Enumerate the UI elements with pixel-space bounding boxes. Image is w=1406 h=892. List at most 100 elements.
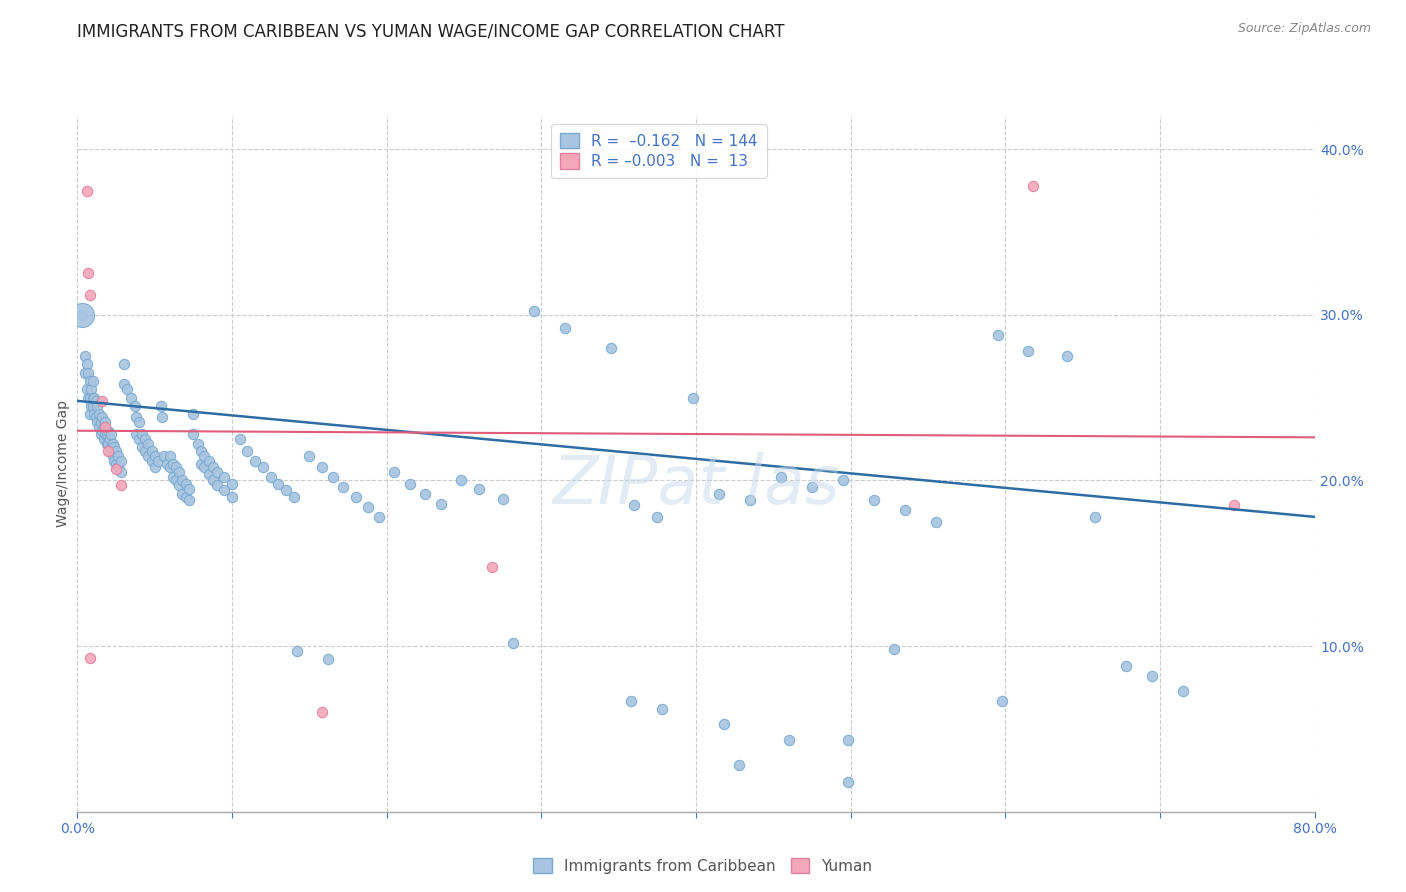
- Point: [77, 266, 100, 280]
- Point: [183, 407, 205, 421]
- Point: [837, 733, 859, 747]
- Point: [143, 449, 166, 463]
- Point: [124, 399, 146, 413]
- Point: [1115, 659, 1137, 673]
- Point: [77, 391, 100, 405]
- Point: [96, 437, 118, 451]
- Point: [105, 443, 128, 458]
- Point: [153, 449, 176, 463]
- Point: [1084, 509, 1107, 524]
- Point: [83, 407, 105, 421]
- Point: [183, 427, 205, 442]
- Point: [86, 399, 108, 413]
- Point: [162, 470, 184, 484]
- Point: [131, 427, 153, 442]
- Point: [713, 717, 735, 731]
- Point: [285, 644, 308, 658]
- Point: [159, 449, 181, 463]
- Point: [187, 437, 209, 451]
- Point: [399, 476, 422, 491]
- Point: [82, 391, 104, 405]
- Point: [100, 427, 122, 442]
- Point: [103, 453, 125, 467]
- Point: [430, 497, 453, 511]
- Point: [82, 399, 104, 413]
- Point: [169, 478, 191, 492]
- Point: [252, 460, 274, 475]
- Point: [554, 321, 576, 335]
- Point: [100, 440, 122, 454]
- Point: [90, 416, 112, 430]
- Point: [468, 482, 491, 496]
- Point: [682, 391, 704, 405]
- Point: [245, 453, 267, 467]
- Point: [174, 476, 197, 491]
- Point: [384, 465, 406, 479]
- Point: [143, 460, 166, 475]
- Point: [141, 443, 163, 458]
- Point: [229, 432, 252, 446]
- Point: [90, 427, 112, 442]
- Point: [925, 515, 948, 529]
- Point: [134, 432, 156, 446]
- Legend: Immigrants from Caribbean, Yuman: Immigrants from Caribbean, Yuman: [527, 852, 879, 880]
- Point: [651, 702, 673, 716]
- Point: [84, 410, 107, 425]
- Point: [193, 449, 215, 463]
- Point: [894, 503, 917, 517]
- Point: [205, 465, 228, 479]
- Point: [883, 642, 905, 657]
- Point: [112, 358, 135, 372]
- Point: [177, 493, 200, 508]
- Point: [174, 490, 197, 504]
- Point: [112, 377, 135, 392]
- Point: [79, 391, 101, 405]
- Point: [214, 470, 236, 484]
- Point: [311, 706, 333, 720]
- Point: [450, 474, 472, 488]
- Point: [165, 474, 187, 488]
- Point: [91, 393, 114, 408]
- Point: [778, 733, 800, 747]
- Point: [138, 437, 160, 451]
- Point: [141, 453, 163, 467]
- Point: [98, 443, 121, 458]
- Point: [193, 460, 215, 475]
- Point: [837, 775, 859, 789]
- Point: [107, 449, 129, 463]
- Point: [332, 480, 354, 494]
- Point: [502, 636, 524, 650]
- Point: [190, 457, 212, 471]
- Point: [298, 449, 321, 463]
- Text: IMMIGRANTS FROM CARIBBEAN VS YUMAN WAGE/INCOME GAP CORRELATION CHART: IMMIGRANTS FROM CARIBBEAN VS YUMAN WAGE/…: [77, 22, 785, 40]
- Point: [177, 482, 200, 496]
- Point: [131, 440, 153, 454]
- Point: [267, 476, 290, 491]
- Point: [221, 476, 243, 491]
- Point: [94, 416, 117, 430]
- Y-axis label: Wage/Income Gap: Wage/Income Gap: [56, 401, 70, 527]
- Point: [84, 393, 107, 408]
- Text: ZIPat las: ZIPat las: [553, 451, 839, 517]
- Point: [159, 460, 181, 475]
- Point: [1173, 683, 1195, 698]
- Point: [101, 437, 124, 451]
- Point: [322, 470, 344, 484]
- Point: [70, 308, 93, 322]
- Point: [801, 480, 824, 494]
- Point: [172, 486, 194, 500]
- Point: [1022, 178, 1045, 193]
- Point: [1018, 344, 1040, 359]
- Point: [165, 460, 187, 475]
- Point: [87, 407, 110, 421]
- Point: [91, 410, 114, 425]
- Point: [134, 443, 156, 458]
- Point: [523, 304, 546, 318]
- Point: [190, 443, 212, 458]
- Point: [283, 490, 305, 504]
- Point: [110, 478, 132, 492]
- Point: [79, 374, 101, 388]
- Point: [202, 474, 225, 488]
- Point: [481, 559, 503, 574]
- Point: [740, 493, 762, 508]
